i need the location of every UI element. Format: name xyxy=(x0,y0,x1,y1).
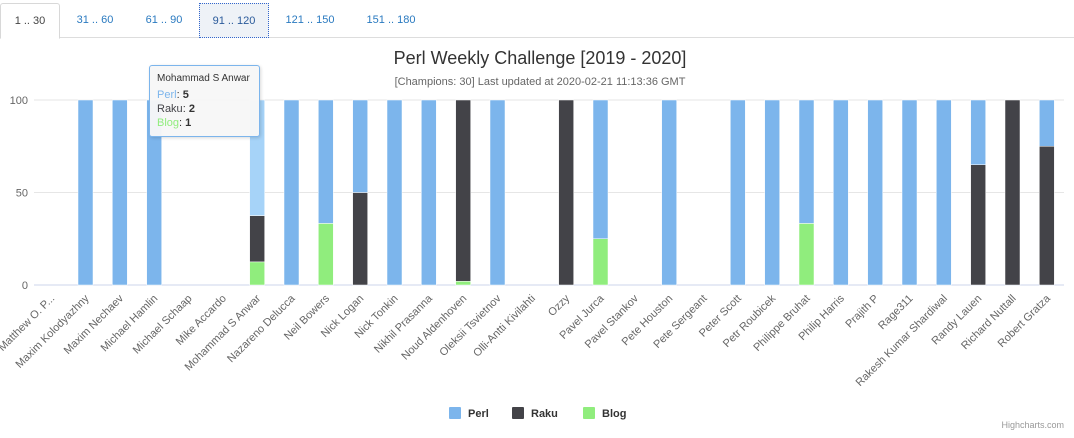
tooltip-value-blog: 1 xyxy=(185,117,192,129)
bar-blog[interactable] xyxy=(318,223,334,286)
bar-raku[interactable] xyxy=(1004,99,1021,286)
tab-5[interactable]: 121 .. 150 xyxy=(285,14,335,26)
bar-perl[interactable] xyxy=(318,99,334,224)
legend: Perl Raku Blog xyxy=(449,407,626,420)
bar-blog[interactable] xyxy=(455,281,471,286)
bar-perl[interactable] xyxy=(386,99,403,286)
tab-2[interactable]: 31 .. 60 xyxy=(76,14,114,26)
y-tick-label: 100 xyxy=(10,95,28,107)
legend-label-raku[interactable]: Raku xyxy=(531,408,558,420)
bar-perl[interactable] xyxy=(764,99,780,286)
tab-6[interactable]: 151 .. 180 xyxy=(366,14,416,26)
bar-raku[interactable] xyxy=(1039,146,1055,286)
tooltip-title: Mohammad S Anwar xyxy=(157,73,250,84)
bar-blog[interactable] xyxy=(249,261,265,286)
bar-perl[interactable] xyxy=(421,99,437,286)
bar-perl[interactable] xyxy=(592,99,609,239)
bar-perl[interactable] xyxy=(833,99,849,286)
bar-perl[interactable] xyxy=(283,99,300,286)
tooltip-row-blog: Blog: 1 xyxy=(157,117,192,129)
tab-bar: 1 .. 30 31 .. 60 61 .. 90 91 .. 120 121 .. 1… xyxy=(0,0,1074,39)
bar-raku[interactable] xyxy=(352,192,368,286)
tooltip-series-blog: Blog xyxy=(157,117,180,129)
tooltip: Mohammad S Anwar Perl: 5 Raku: 2 Blog: 1 xyxy=(149,65,260,137)
tab-4[interactable]: 91 .. 120 xyxy=(199,3,269,38)
bar-raku[interactable] xyxy=(970,164,986,286)
legend-swatch-raku[interactable] xyxy=(512,407,524,419)
tooltip-series-perl: Perl xyxy=(157,89,177,101)
x-tick-label: Maxim Nechaev xyxy=(62,292,127,357)
tooltip-series-raku: Raku xyxy=(157,103,183,115)
bar-perl[interactable] xyxy=(661,99,677,286)
tab-1[interactable]: 1 .. 30 xyxy=(0,3,60,39)
x-tick-label: Ozzy xyxy=(546,292,573,319)
y-tick-label: 0 xyxy=(22,280,28,292)
bar-raku[interactable] xyxy=(249,215,265,263)
legend-swatch-blog[interactable] xyxy=(583,407,595,419)
y-tick-label: 50 xyxy=(16,188,28,200)
legend-swatch-perl[interactable] xyxy=(449,407,461,419)
bar-perl[interactable] xyxy=(798,99,815,224)
bar-perl[interactable] xyxy=(352,99,368,193)
x-tick-label: Olli-Antti Kivilahti xyxy=(471,293,538,360)
credits-link[interactable]: Highcharts.com xyxy=(1001,420,1064,430)
bar-raku[interactable] xyxy=(455,99,471,282)
bar-perl[interactable] xyxy=(867,99,883,286)
legend-label-blog[interactable]: Blog xyxy=(602,408,626,420)
tooltip-row-raku: Raku: 2 xyxy=(157,103,195,115)
x-tick-label: Matthew O. P... xyxy=(0,293,57,354)
chart-title: Perl Weekly Challenge [2019 - 2020] xyxy=(394,48,687,68)
bar-blog[interactable] xyxy=(798,223,815,286)
tooltip-row-perl: Perl: 5 xyxy=(157,89,189,101)
y-axis-labels: 0 50 100 xyxy=(10,95,28,292)
x-tick-label: Oleksii Tsvietnov xyxy=(437,292,504,359)
bar-perl[interactable] xyxy=(77,99,94,286)
bar-raku[interactable] xyxy=(558,99,574,286)
tooltip-value-raku: 2 xyxy=(188,103,195,115)
bar-perl[interactable] xyxy=(112,99,128,286)
bar-perl[interactable] xyxy=(901,99,918,286)
x-tick-label: Nikhil Prasanna xyxy=(372,292,436,356)
bar-perl[interactable] xyxy=(1039,99,1055,147)
bar-perl[interactable] xyxy=(489,99,506,286)
chart-subtitle: [Champions: 30] Last updated at 2020-02-… xyxy=(395,76,686,88)
chart: Perl Weekly Challenge [2019 - 2020] [Cha… xyxy=(0,48,1064,420)
bar-perl[interactable] xyxy=(936,99,952,286)
x-tick-label: Prajith P xyxy=(843,293,881,331)
tab-3[interactable]: 61 .. 90 xyxy=(145,14,183,26)
legend-label-perl[interactable]: Perl xyxy=(468,408,489,420)
bar-perl[interactable] xyxy=(730,99,746,286)
x-tick-label: Michael Schaap xyxy=(131,293,195,357)
bar-blog[interactable] xyxy=(592,238,609,286)
tooltip-value-perl: 5 xyxy=(182,89,189,101)
bars xyxy=(77,99,1055,286)
bar-perl[interactable] xyxy=(970,99,986,165)
